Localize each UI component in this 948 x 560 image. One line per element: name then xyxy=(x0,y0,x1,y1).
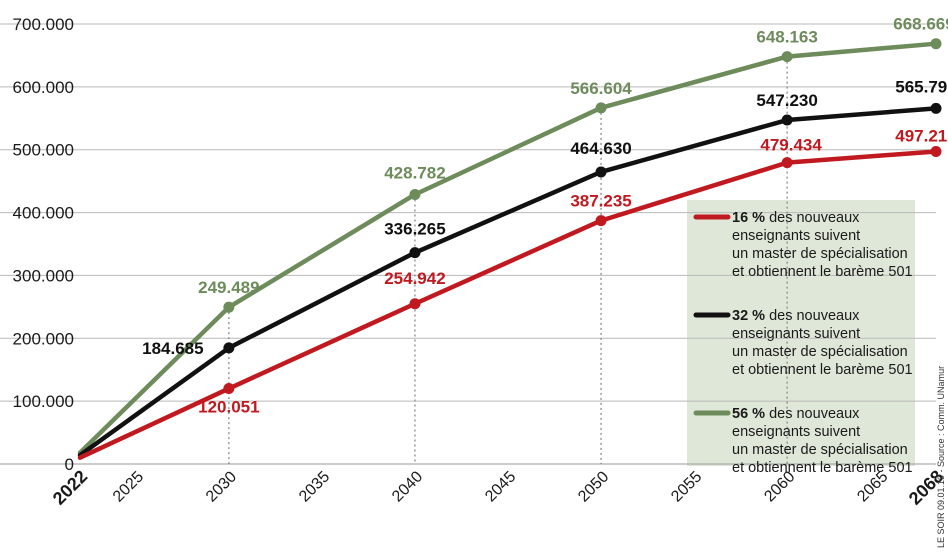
point-red xyxy=(223,383,235,395)
legend-label-red: 16 % des nouveaux xyxy=(732,210,860,226)
legend-line: enseignants suivent xyxy=(732,228,860,244)
point-green xyxy=(409,188,421,200)
legend-line: enseignants suivent xyxy=(732,326,860,342)
y-axis-ticks: 0 100.000 200.000 300.000 400.000 500.000 600.… xyxy=(13,15,74,474)
series-line-green xyxy=(77,41,939,455)
point-green xyxy=(930,38,942,50)
point-green xyxy=(223,301,235,313)
x-tick-label: 2040 xyxy=(389,468,426,505)
legend-label-black: 32 % des nouveaux xyxy=(732,308,860,324)
data-label-black: 184.685 xyxy=(142,339,203,358)
legend-head-rest: des nouveaux xyxy=(765,308,860,324)
x-tick-label: 2055 xyxy=(668,468,705,505)
y-tick-label: 700.000 xyxy=(13,15,74,34)
y-tick-label: 0 xyxy=(65,455,74,474)
data-label-green: 668.669 xyxy=(893,15,948,34)
data-label-black: 547.230 xyxy=(756,91,817,110)
point-black xyxy=(595,166,607,178)
legend-bold-percent: 56 % xyxy=(732,406,765,422)
legend-line: et obtiennent le barème 501 xyxy=(732,362,913,378)
point-red xyxy=(781,157,793,169)
source-note: LE SOIR 09.01.19 - Source : Comm. UNamur xyxy=(936,366,946,548)
data-label-green: 428.782 xyxy=(384,163,445,182)
x-tick-label: 2022 xyxy=(49,466,91,508)
y-tick-label: 500.000 xyxy=(13,141,74,160)
data-points xyxy=(223,38,942,395)
point-black xyxy=(930,102,942,114)
y-tick-label: 200.000 xyxy=(13,329,74,348)
legend-label-green: 56 % des nouveaux xyxy=(732,406,860,422)
point-green xyxy=(595,102,607,114)
series-line-red xyxy=(77,149,939,460)
y-tick-label: 100.000 xyxy=(13,392,74,411)
point-red xyxy=(595,215,607,227)
legend: 16 % des nouveaux enseignants suivent un m… xyxy=(693,210,913,476)
y-tick-label: 600.000 xyxy=(13,78,74,97)
data-label-green: 648.163 xyxy=(756,28,817,47)
series-line-black xyxy=(77,106,939,458)
legend-line: un master de spécialisation xyxy=(732,442,908,458)
legend-box xyxy=(687,200,915,466)
legend-bold-percent: 16 % xyxy=(732,210,765,226)
x-tick-label: 2035 xyxy=(296,468,333,505)
data-label-red: 120.051 xyxy=(198,398,259,417)
data-label-black: 336.265 xyxy=(384,220,445,239)
point-black xyxy=(781,114,793,126)
point-black xyxy=(409,247,421,259)
legend-line: et obtiennent le barème 501 xyxy=(732,264,913,280)
legend-line: enseignants suivent xyxy=(732,424,860,440)
data-label-red: 254.942 xyxy=(384,269,445,288)
data-label-green: 566.604 xyxy=(570,79,632,98)
series-lines xyxy=(77,41,939,460)
x-tick-label: 2050 xyxy=(575,468,612,505)
data-label-black: 464.630 xyxy=(570,139,631,158)
legend-head-rest: des nouveaux xyxy=(765,210,860,226)
data-label-black: 565.797 xyxy=(895,77,948,96)
point-black xyxy=(223,342,235,354)
legend-head-rest: des nouveaux xyxy=(765,406,860,422)
point-green xyxy=(781,51,793,63)
x-tick-label: 2045 xyxy=(482,468,519,505)
data-label-red: 479.434 xyxy=(760,136,822,155)
x-tick-label: 2025 xyxy=(110,468,147,505)
point-red xyxy=(409,298,421,310)
marker-drop-lines xyxy=(228,56,788,464)
data-labels: 249.489 428.782 566.604 648.163 668.669 184.6… xyxy=(142,15,948,417)
legend-line: un master de spécialisation xyxy=(732,246,908,262)
data-label-red: 387.235 xyxy=(570,192,631,211)
x-tick-label: 2030 xyxy=(203,468,240,505)
point-red xyxy=(930,145,942,157)
legend-line: un master de spécialisation xyxy=(732,344,908,360)
data-label-green: 249.489 xyxy=(198,278,259,297)
y-tick-label: 300.000 xyxy=(13,266,74,285)
legend-line: et obtiennent le barème 501 xyxy=(732,460,913,476)
data-label-red: 497.215 xyxy=(895,126,948,145)
legend-bold-percent: 32 % xyxy=(732,308,765,324)
y-tick-label: 400.000 xyxy=(13,204,74,223)
